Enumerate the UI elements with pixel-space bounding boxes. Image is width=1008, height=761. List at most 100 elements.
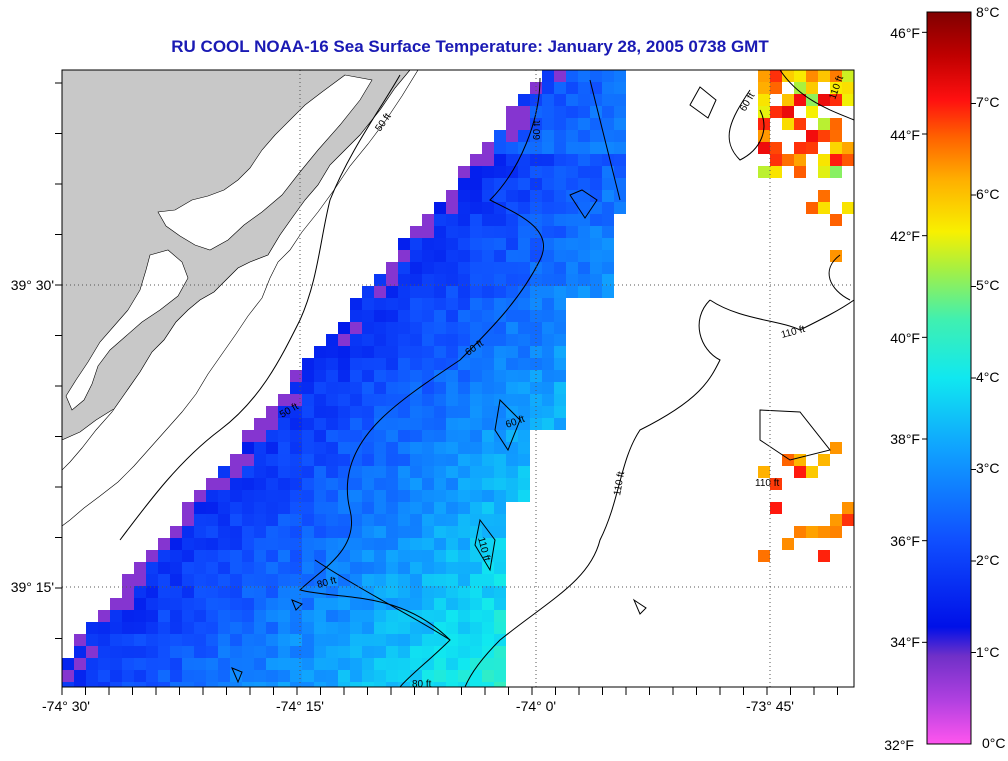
sst-cell	[410, 394, 422, 406]
sst-cell	[422, 382, 434, 394]
sst-cell	[302, 430, 314, 442]
sst-cell	[494, 322, 506, 334]
sst-cell	[830, 70, 842, 82]
sst-cell	[506, 202, 518, 214]
sst-cell	[362, 442, 374, 454]
sst-cell	[194, 550, 206, 562]
sst-cell	[398, 310, 410, 322]
sst-cell	[278, 502, 290, 514]
sst-cell	[338, 382, 350, 394]
sst-cell	[386, 406, 398, 418]
sst-cell	[290, 610, 302, 622]
sst-cell	[278, 406, 290, 418]
sst-cell	[266, 490, 278, 502]
sst-cell	[554, 214, 566, 226]
sst-cell	[350, 298, 362, 310]
sst-cell	[386, 370, 398, 382]
sst-cell	[62, 658, 74, 670]
sst-cell	[566, 226, 578, 238]
sst-cell	[206, 634, 218, 646]
sst-cell	[554, 142, 566, 154]
sst-cell	[494, 130, 506, 142]
sst-cell	[374, 274, 386, 286]
sst-cell	[530, 322, 542, 334]
sst-cell	[338, 550, 350, 562]
sst-cell	[314, 466, 326, 478]
sst-cell	[218, 634, 230, 646]
sst-cell	[362, 646, 374, 658]
sst-cell	[194, 562, 206, 574]
sst-cell	[314, 478, 326, 490]
sst-cell	[494, 490, 506, 502]
sst-cell	[794, 454, 806, 466]
sst-cell	[590, 142, 602, 154]
sst-cell	[434, 466, 446, 478]
sst-cell	[842, 82, 854, 94]
sst-cell	[182, 562, 194, 574]
sst-cell	[518, 190, 530, 202]
sst-cell	[98, 622, 110, 634]
sst-cell	[314, 550, 326, 562]
plot-frame	[61, 69, 855, 688]
contour-loop-s2	[231, 667, 243, 684]
sst-cell	[398, 262, 410, 274]
sst-cell	[254, 574, 266, 586]
sst-cell	[254, 538, 266, 550]
sst-cell	[794, 118, 806, 130]
sst-cell	[302, 490, 314, 502]
contour-loop	[569, 189, 598, 219]
sst-cell	[602, 238, 614, 250]
sst-cell	[434, 418, 446, 430]
sst-cell	[458, 394, 470, 406]
sst-cell	[482, 238, 494, 250]
sst-cell	[770, 70, 782, 82]
sst-cell	[542, 334, 554, 346]
sst-cell	[146, 574, 158, 586]
colorbar-f-label: 42°F	[890, 228, 920, 244]
sst-cell	[770, 142, 782, 154]
sst-cell	[326, 430, 338, 442]
sst-cell	[374, 574, 386, 586]
sst-cell	[530, 310, 542, 322]
sst-cell	[182, 646, 194, 658]
sst-cell	[350, 490, 362, 502]
sst-cell	[446, 430, 458, 442]
sst-cell	[818, 202, 830, 214]
sst-cell	[458, 262, 470, 274]
sst-cell	[434, 634, 446, 646]
sst-cell	[470, 634, 482, 646]
sst-cell	[482, 658, 494, 670]
sst-cell	[254, 670, 266, 682]
sst-cell	[374, 466, 386, 478]
sst-cell	[242, 682, 254, 687]
sst-cell	[302, 670, 314, 682]
sst-cell	[350, 574, 362, 586]
sst-cell	[578, 106, 590, 118]
sst-cell	[410, 310, 422, 322]
sst-cell	[182, 550, 194, 562]
sst-cell	[350, 442, 362, 454]
sst-cell	[350, 382, 362, 394]
sst-cell	[422, 262, 434, 274]
sst-cell	[446, 226, 458, 238]
sst-cell	[338, 622, 350, 634]
sst-cell	[278, 586, 290, 598]
sst-cell	[122, 574, 134, 586]
sst-cell	[446, 214, 458, 226]
sst-cell	[218, 622, 230, 634]
sst-cell	[458, 442, 470, 454]
sst-cell	[506, 154, 518, 166]
sst-cell	[278, 418, 290, 430]
sst-cell	[506, 490, 518, 502]
sst-cell	[350, 370, 362, 382]
sst-cell	[494, 214, 506, 226]
sst-cell	[314, 430, 326, 442]
sst-cell	[554, 322, 566, 334]
sst-cell	[482, 334, 494, 346]
sst-cell	[386, 598, 398, 610]
sst-cell	[446, 526, 458, 538]
sst-cell	[842, 514, 854, 526]
sst-cell	[398, 466, 410, 478]
sst-cell	[194, 658, 206, 670]
